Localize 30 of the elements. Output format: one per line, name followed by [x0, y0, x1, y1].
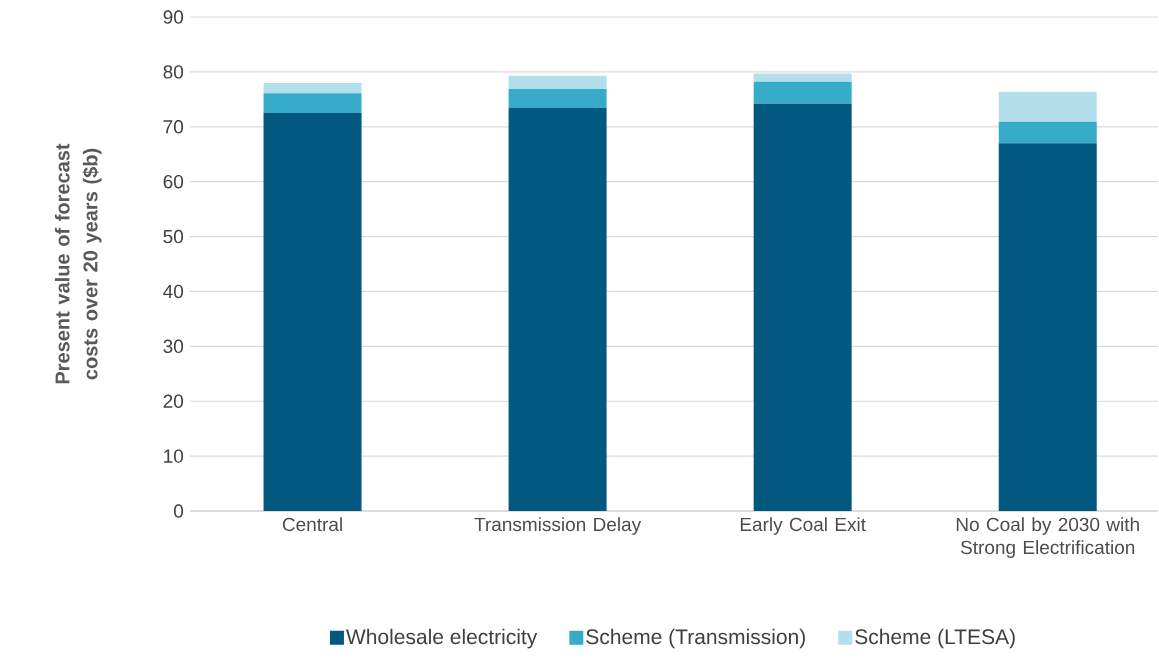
x-tick-label: Early Coal Exit: [740, 517, 866, 535]
bar: [753, 81, 852, 104]
x-tick-label: Central: [282, 517, 342, 532]
y-tick-label: 90: [163, 10, 184, 24]
y-tick-label: 70: [163, 120, 184, 134]
bar: [508, 88, 607, 109]
x-tick-label: Transmission Delay: [474, 517, 642, 535]
bar: [998, 143, 1097, 511]
bar: [263, 82, 362, 94]
y-axis-title: Present value of forecast costs over 20 years ($b): [54, 143, 102, 384]
bar: [753, 103, 852, 511]
y-tick-label: 0: [173, 504, 184, 518]
x-tick-label: No Coal by 2030 with Strong Electrification: [956, 517, 1139, 558]
bar: [998, 121, 1097, 144]
bar: [263, 93, 362, 114]
legend-label: Scheme (LTESA): [855, 628, 1015, 649]
y-tick-label: 10: [164, 449, 184, 463]
y-tick-label: 40: [163, 284, 184, 299]
y-tick-label: 20: [163, 394, 184, 408]
bar: [508, 75, 607, 89]
bar: [508, 108, 607, 511]
y-tick-label: 80: [163, 65, 184, 79]
legend-label: Wholesale electricity: [346, 628, 538, 649]
y-tick-label: 60: [163, 174, 184, 189]
bar: [753, 73, 852, 82]
y-tick-label: 30: [163, 339, 184, 354]
bar: [263, 113, 362, 511]
bar: [998, 91, 1097, 122]
y-tick-label: 50: [163, 229, 184, 244]
legend-label: Scheme (Transmission): [586, 628, 805, 649]
